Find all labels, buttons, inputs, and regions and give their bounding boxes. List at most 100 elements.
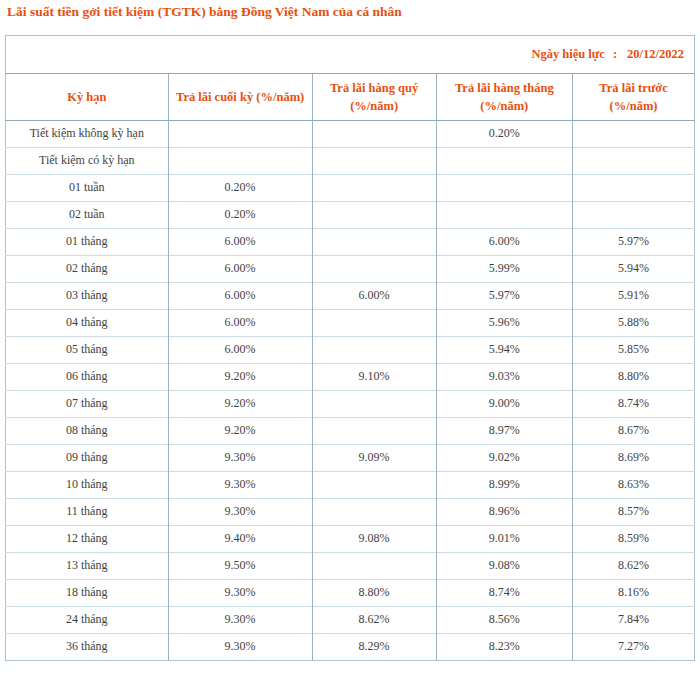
term-cell: 06 tháng	[6, 363, 169, 390]
rate-cell	[312, 552, 436, 579]
rate-cell: 8.63%	[573, 471, 695, 498]
rate-cell: 5.94%	[436, 336, 572, 363]
rate-cell: 8.74%	[436, 579, 572, 606]
rate-cell: 9.20%	[168, 363, 312, 390]
table-row: 01 tháng6.00%6.00%5.97%	[6, 228, 695, 255]
effective-date-row: Ngày hiệu lực:20/12/2022	[6, 35, 695, 73]
rate-cell: 9.01%	[436, 525, 572, 552]
table-row: 12 tháng9.40%9.08%9.01%8.59%	[6, 525, 695, 552]
term-cell: Tiết kiệm có kỳ hạn	[6, 147, 169, 174]
table-row: 03 tháng6.00%6.00%5.97%5.91%	[6, 282, 695, 309]
rate-cell: 9.00%	[436, 390, 572, 417]
rate-cell	[168, 147, 312, 174]
rate-cell: 7.27%	[573, 633, 695, 660]
table-row: 11 tháng9.30%8.96%8.57%	[6, 498, 695, 525]
rate-cell: 6.00%	[168, 255, 312, 282]
table-row: 36 tháng9.30%8.29%8.23%7.27%	[6, 633, 695, 660]
rate-cell: 6.00%	[436, 228, 572, 255]
rate-cell: 5.85%	[573, 336, 695, 363]
rate-cell: 8.80%	[573, 363, 695, 390]
column-header-quarterly: Trả lãi hàng quý (%/năm)	[312, 73, 436, 120]
rate-cell: 9.10%	[312, 363, 436, 390]
rate-cell: 5.94%	[573, 255, 695, 282]
table-row: 09 tháng9.30%9.09%9.02%8.69%	[6, 444, 695, 471]
table-row: 07 tháng9.20%9.00%8.74%	[6, 390, 695, 417]
savings-rates-table: Ngày hiệu lực:20/12/2022 Kỳ hạn Trả lãi …	[5, 35, 695, 661]
table-row: Tiết kiệm không kỳ hạn0.20%	[6, 120, 695, 147]
rate-cell: 9.30%	[168, 606, 312, 633]
term-cell: 18 tháng	[6, 579, 169, 606]
rate-cell	[436, 201, 572, 228]
rate-cell	[312, 336, 436, 363]
rate-cell: 9.30%	[168, 579, 312, 606]
table-row: 08 tháng9.20%8.97%8.67%	[6, 417, 695, 444]
rate-cell: 6.00%	[168, 309, 312, 336]
rate-cell: 0.20%	[168, 174, 312, 201]
rate-cell	[573, 120, 695, 147]
rate-cell	[312, 255, 436, 282]
rate-cell	[312, 390, 436, 417]
rate-cell: 5.88%	[573, 309, 695, 336]
rate-cell: 8.99%	[436, 471, 572, 498]
column-header-end-of-term: Trả lãi cuối kỳ (%/năm)	[168, 73, 312, 120]
rate-cell: 8.69%	[573, 444, 695, 471]
rate-cell: 8.62%	[573, 552, 695, 579]
rate-cell: 6.00%	[312, 282, 436, 309]
rate-cell: 0.20%	[168, 201, 312, 228]
column-header-upfront: Trả lãi trước (%/năm)	[573, 73, 695, 120]
rate-cell	[436, 147, 572, 174]
rate-cell: 8.29%	[312, 633, 436, 660]
term-cell: 01 tuần	[6, 174, 169, 201]
term-cell: 01 tháng	[6, 228, 169, 255]
term-cell: 07 tháng	[6, 390, 169, 417]
rate-cell: 9.30%	[168, 498, 312, 525]
rate-cell	[573, 147, 695, 174]
rate-cell: 8.74%	[573, 390, 695, 417]
rate-cell	[573, 174, 695, 201]
rate-cell: 8.80%	[312, 579, 436, 606]
rate-cell	[312, 228, 436, 255]
term-cell: 03 tháng	[6, 282, 169, 309]
rate-cell: 9.03%	[436, 363, 572, 390]
term-cell: 02 tuần	[6, 201, 169, 228]
rate-cell: 9.02%	[436, 444, 572, 471]
rate-cell: 9.40%	[168, 525, 312, 552]
rate-cell: 6.00%	[168, 228, 312, 255]
table-row: Tiết kiệm có kỳ hạn	[6, 147, 695, 174]
rate-cell	[312, 120, 436, 147]
rates-table-body: Tiết kiệm không kỳ hạn0.20%Tiết kiệm có …	[6, 120, 695, 660]
rate-cell	[312, 471, 436, 498]
rate-cell: 9.20%	[168, 417, 312, 444]
rate-cell: 6.00%	[168, 282, 312, 309]
rate-cell: 7.84%	[573, 606, 695, 633]
table-row: 06 tháng9.20%9.10%9.03%8.80%	[6, 363, 695, 390]
table-head: Ngày hiệu lực:20/12/2022 Kỳ hạn Trả lãi …	[6, 35, 695, 120]
rate-cell	[312, 498, 436, 525]
rate-cell: 8.62%	[312, 606, 436, 633]
table-row: 24 tháng9.30%8.62%8.56%7.84%	[6, 606, 695, 633]
table-row: 02 tháng6.00%5.99%5.94%	[6, 255, 695, 282]
rate-cell: 9.09%	[312, 444, 436, 471]
rate-cell: 8.59%	[573, 525, 695, 552]
rate-cell: 9.30%	[168, 633, 312, 660]
rate-cell	[312, 417, 436, 444]
term-cell: 13 tháng	[6, 552, 169, 579]
rate-cell: 9.30%	[168, 471, 312, 498]
rate-cell: 8.16%	[573, 579, 695, 606]
table-row: 04 tháng6.00%5.96%5.88%	[6, 309, 695, 336]
term-cell: Tiết kiệm không kỳ hạn	[6, 120, 169, 147]
rate-cell: 8.23%	[436, 633, 572, 660]
rate-cell: 5.97%	[436, 282, 572, 309]
term-cell: 04 tháng	[6, 309, 169, 336]
page-title: Lãi suất tiền gởi tiết kiệm (TGTK) bằng …	[7, 4, 695, 21]
rate-cell: 9.08%	[312, 525, 436, 552]
rate-cell: 8.57%	[573, 498, 695, 525]
rate-cell	[436, 174, 572, 201]
rate-cell	[312, 309, 436, 336]
page: Lãi suất tiền gởi tiết kiệm (TGTK) bằng …	[0, 0, 700, 661]
term-cell: 08 tháng	[6, 417, 169, 444]
rate-cell: 8.96%	[436, 498, 572, 525]
table-row: 02 tuần0.20%	[6, 201, 695, 228]
table-row: 18 tháng9.30%8.80%8.74%8.16%	[6, 579, 695, 606]
table-row: 10 tháng9.30%8.99%8.63%	[6, 471, 695, 498]
